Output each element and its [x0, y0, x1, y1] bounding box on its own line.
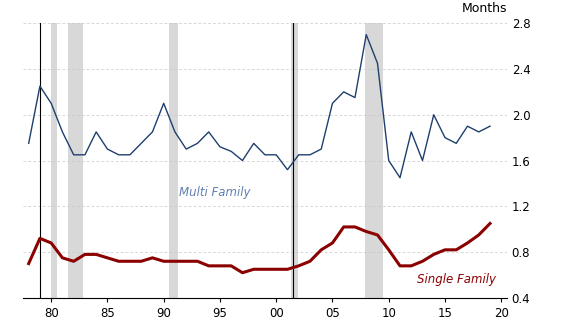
- Bar: [291, 23, 298, 298]
- Text: Months: Months: [461, 2, 507, 15]
- Bar: [365, 23, 383, 298]
- Text: Single Family: Single Family: [417, 273, 496, 286]
- Text: Multi Family: Multi Family: [179, 186, 250, 199]
- Bar: [169, 23, 179, 298]
- Bar: [51, 23, 57, 298]
- Bar: [68, 23, 83, 298]
